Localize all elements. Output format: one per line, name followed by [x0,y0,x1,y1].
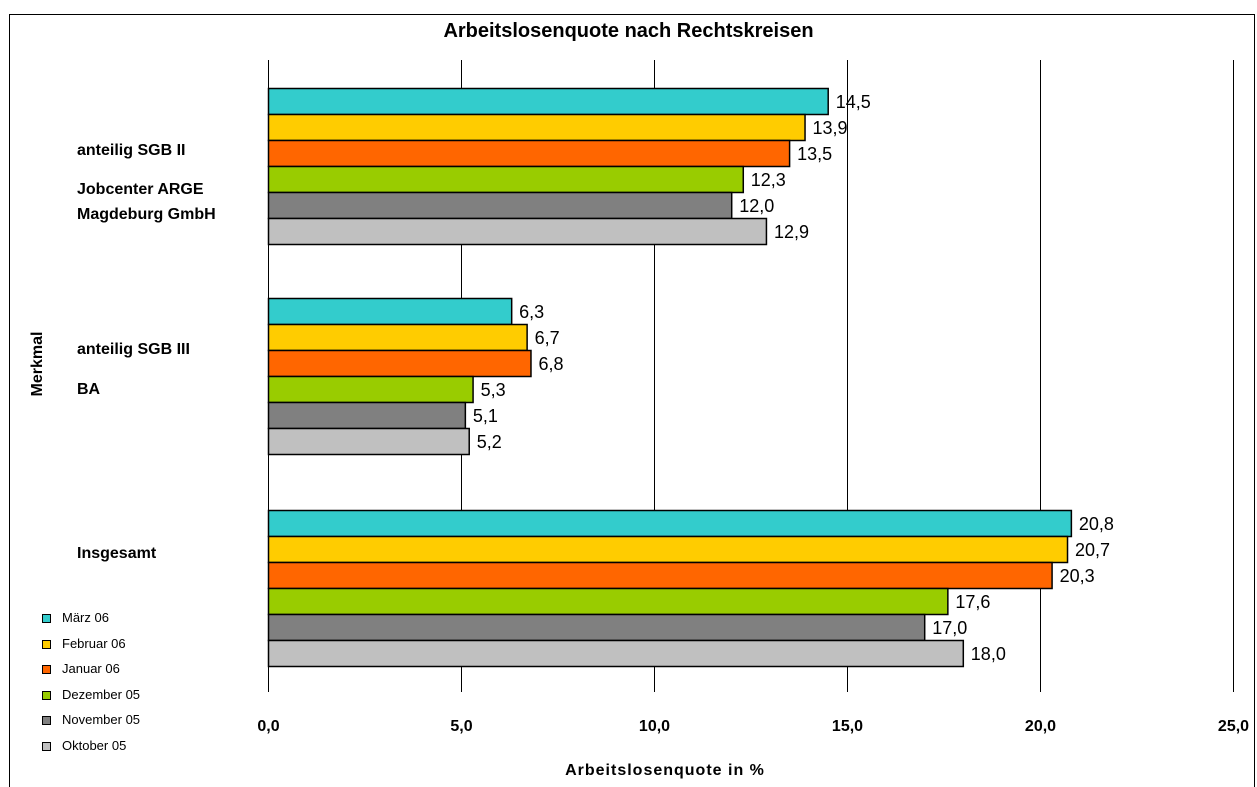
category-label-insgesamt: Insgesamt [77,545,157,562]
data-label-group2-series4: 17,0 [932,618,967,638]
bar-group2-series4 [267,613,926,642]
legend-swatch-dezember-05 [42,691,51,700]
x-tick-label-3: 15,0 [832,718,863,735]
y-axis-label: Merkmal [29,331,46,397]
data-label-group2-series1: 20,7 [1075,540,1110,560]
legend-label-januar-06: Januar 06 [62,661,120,676]
bar-group2-series5 [267,639,965,668]
bar-group2-series3 [267,587,949,616]
data-label-group1-series1: 6,7 [535,328,560,348]
data-label-group0-series3: 12,3 [751,170,786,190]
bar-group1-series3 [267,375,474,404]
x-tick-label-5: 25,0 [1218,718,1249,735]
bar-group0-series3 [267,165,745,194]
x-tick-label-1: 5,0 [450,718,472,735]
legend-label-dezember-05: Dezember 05 [62,687,141,702]
legend-swatch-november-05 [42,716,51,725]
data-label-group0-series4: 12,0 [739,196,774,216]
data-label-group1-series2: 6,8 [538,354,563,374]
x-tick-label-0: 0,0 [257,718,279,735]
data-label-group1-series0: 6,3 [519,302,544,322]
legend-swatch-februar-06 [42,640,51,649]
data-label-group1-series5: 5,2 [477,432,502,452]
data-label-group2-series0: 20,8 [1079,514,1114,534]
category-label-sgb2-line1: anteilig SGB II [77,142,186,159]
category-label-sgb2-line3: Magdeburg GmbH [77,206,216,223]
data-label-group2-series2: 20,3 [1060,566,1095,586]
chart-border [9,14,1255,787]
bar-group1-series0 [267,297,513,326]
bar-group1-series5 [267,427,470,456]
data-label-group2-series5: 18,0 [971,644,1006,664]
category-label-sgb3-line1: anteilig SGB III [77,341,190,358]
data-label-group0-series1: 13,9 [813,118,848,138]
bar-group0-series1 [267,113,806,142]
chart-title: Arbeitslosenquote nach Rechtskreisen [443,20,814,42]
data-label-group2-series3: 17,6 [955,592,990,612]
bar-group1-series4 [267,401,467,430]
bar-group1-series2 [267,349,532,378]
data-label-group0-series5: 12,9 [774,222,809,242]
data-label-group1-series3: 5,3 [481,380,506,400]
x-tick-label-4: 20,0 [1025,718,1056,735]
legend-label-februar-06: Februar 06 [62,636,126,651]
bar-group0-series5 [267,217,768,246]
legend-swatch-januar-06 [42,665,51,674]
legend-label-oktober-05: Oktober 05 [62,738,127,753]
bar-group2-series1 [267,535,1069,564]
x-tick-label-2: 10,0 [639,718,670,735]
data-label-group1-series4: 5,1 [473,406,498,426]
category-label-sgb3-line2: BA [77,381,101,398]
legend-swatch-maerz-06 [42,614,51,623]
bar-group2-series2 [267,561,1053,590]
bar-group2-series0 [267,509,1073,538]
x-axis-label: Arbeitslosenquote in % [565,762,765,779]
bar-group0-series4 [267,191,733,220]
bar-group0-series0 [267,87,829,116]
category-label-sgb2-line2: Jobcenter ARGE [77,181,204,198]
data-label-group0-series0: 14,5 [836,92,871,112]
legend-label-november-05: November 05 [62,712,141,727]
bar-group1-series1 [267,323,528,352]
bar-group0-series2 [267,139,791,168]
legend-label-maerz-06: März 06 [62,610,109,625]
data-label-group0-series2: 13,5 [797,144,832,164]
legend-swatch-oktober-05 [42,742,51,751]
